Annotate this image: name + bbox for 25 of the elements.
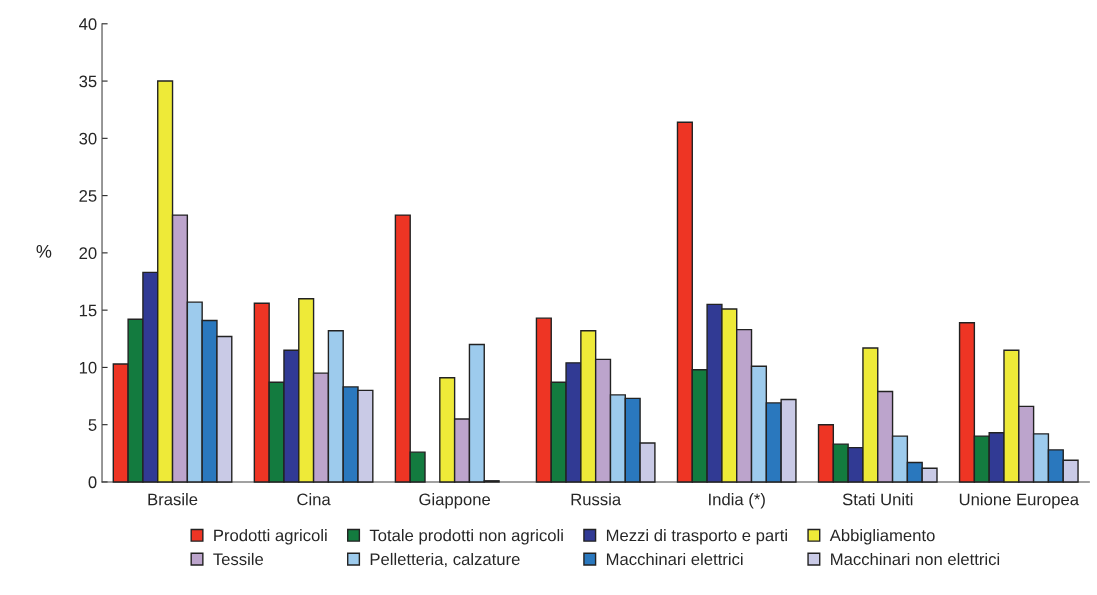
x-tick-label: Unione Europea [959, 493, 1080, 509]
y-tick-label: 5 [88, 419, 97, 431]
legend-label: Pelletteria, calzature [370, 552, 520, 568]
y-tick-label: 15 [79, 304, 97, 317]
y-tick-label: 20 [79, 247, 97, 260]
y-tick-label: 0 [88, 476, 97, 489]
y-tick-label: 30 [79, 132, 97, 145]
legend-label: Totale prodotti non agricoli [369, 529, 563, 545]
legend-label: Prodotti agricoli [214, 529, 327, 545]
legend-label: Macchinari non elettrici [831, 552, 1000, 566]
y-tick-label: 40 [79, 18, 97, 30]
x-tick-label: Cina [297, 493, 331, 506]
legend-label: Mezzi di trasporto e parti [606, 529, 787, 545]
y-axis-title: % [36, 245, 52, 258]
x-tick-label: Russia [571, 493, 622, 506]
x-tick-label: India (*) [709, 493, 765, 509]
legend-label: Abbigliamento [829, 529, 935, 545]
x-tick-label: Giappone [419, 493, 491, 509]
legend-label: Tessile [213, 552, 264, 566]
y-tick-label: 10 [79, 361, 97, 374]
y-tick-label: 35 [79, 75, 97, 88]
x-tick-label: Stati Uniti [842, 493, 913, 506]
y-tick-label: 25 [79, 190, 97, 202]
legend-label: Macchinari elettrici [606, 552, 743, 566]
x-tick-label: Brasile [148, 493, 198, 506]
